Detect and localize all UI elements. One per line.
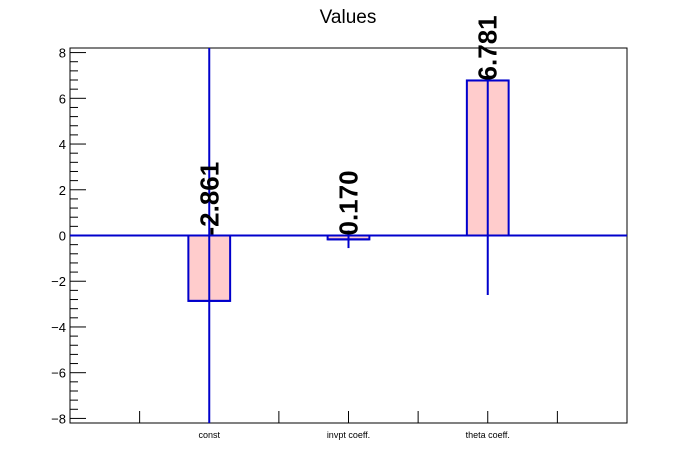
y-tick-label: −4 [51,320,66,335]
x-category-label: theta coeff. [466,430,510,440]
y-tick-label: 4 [59,137,66,152]
value-label: 6.781 [473,15,503,80]
value-labels-group: -2.861 0.170 6.781 [194,15,503,235]
x-category-label: const [198,430,220,440]
x-category-label: invpt coeff. [327,430,370,440]
value-label: 0.170 [334,170,364,235]
chart-title: Values [320,7,377,28]
y-tick-label: −2 [51,274,66,289]
y-tick-label: 6 [59,91,66,106]
y-tick-label: 0 [59,229,66,244]
error-bars-group [188,48,509,423]
x-axis: const invpt coeff. theta coeff. [139,411,558,440]
y-tick-label: −6 [51,366,66,381]
y-tick-label: 8 [59,46,66,61]
y-tick-label: 2 [59,183,66,198]
y-tick-label: −8 [51,411,66,426]
value-label: -2.861 [194,162,224,236]
